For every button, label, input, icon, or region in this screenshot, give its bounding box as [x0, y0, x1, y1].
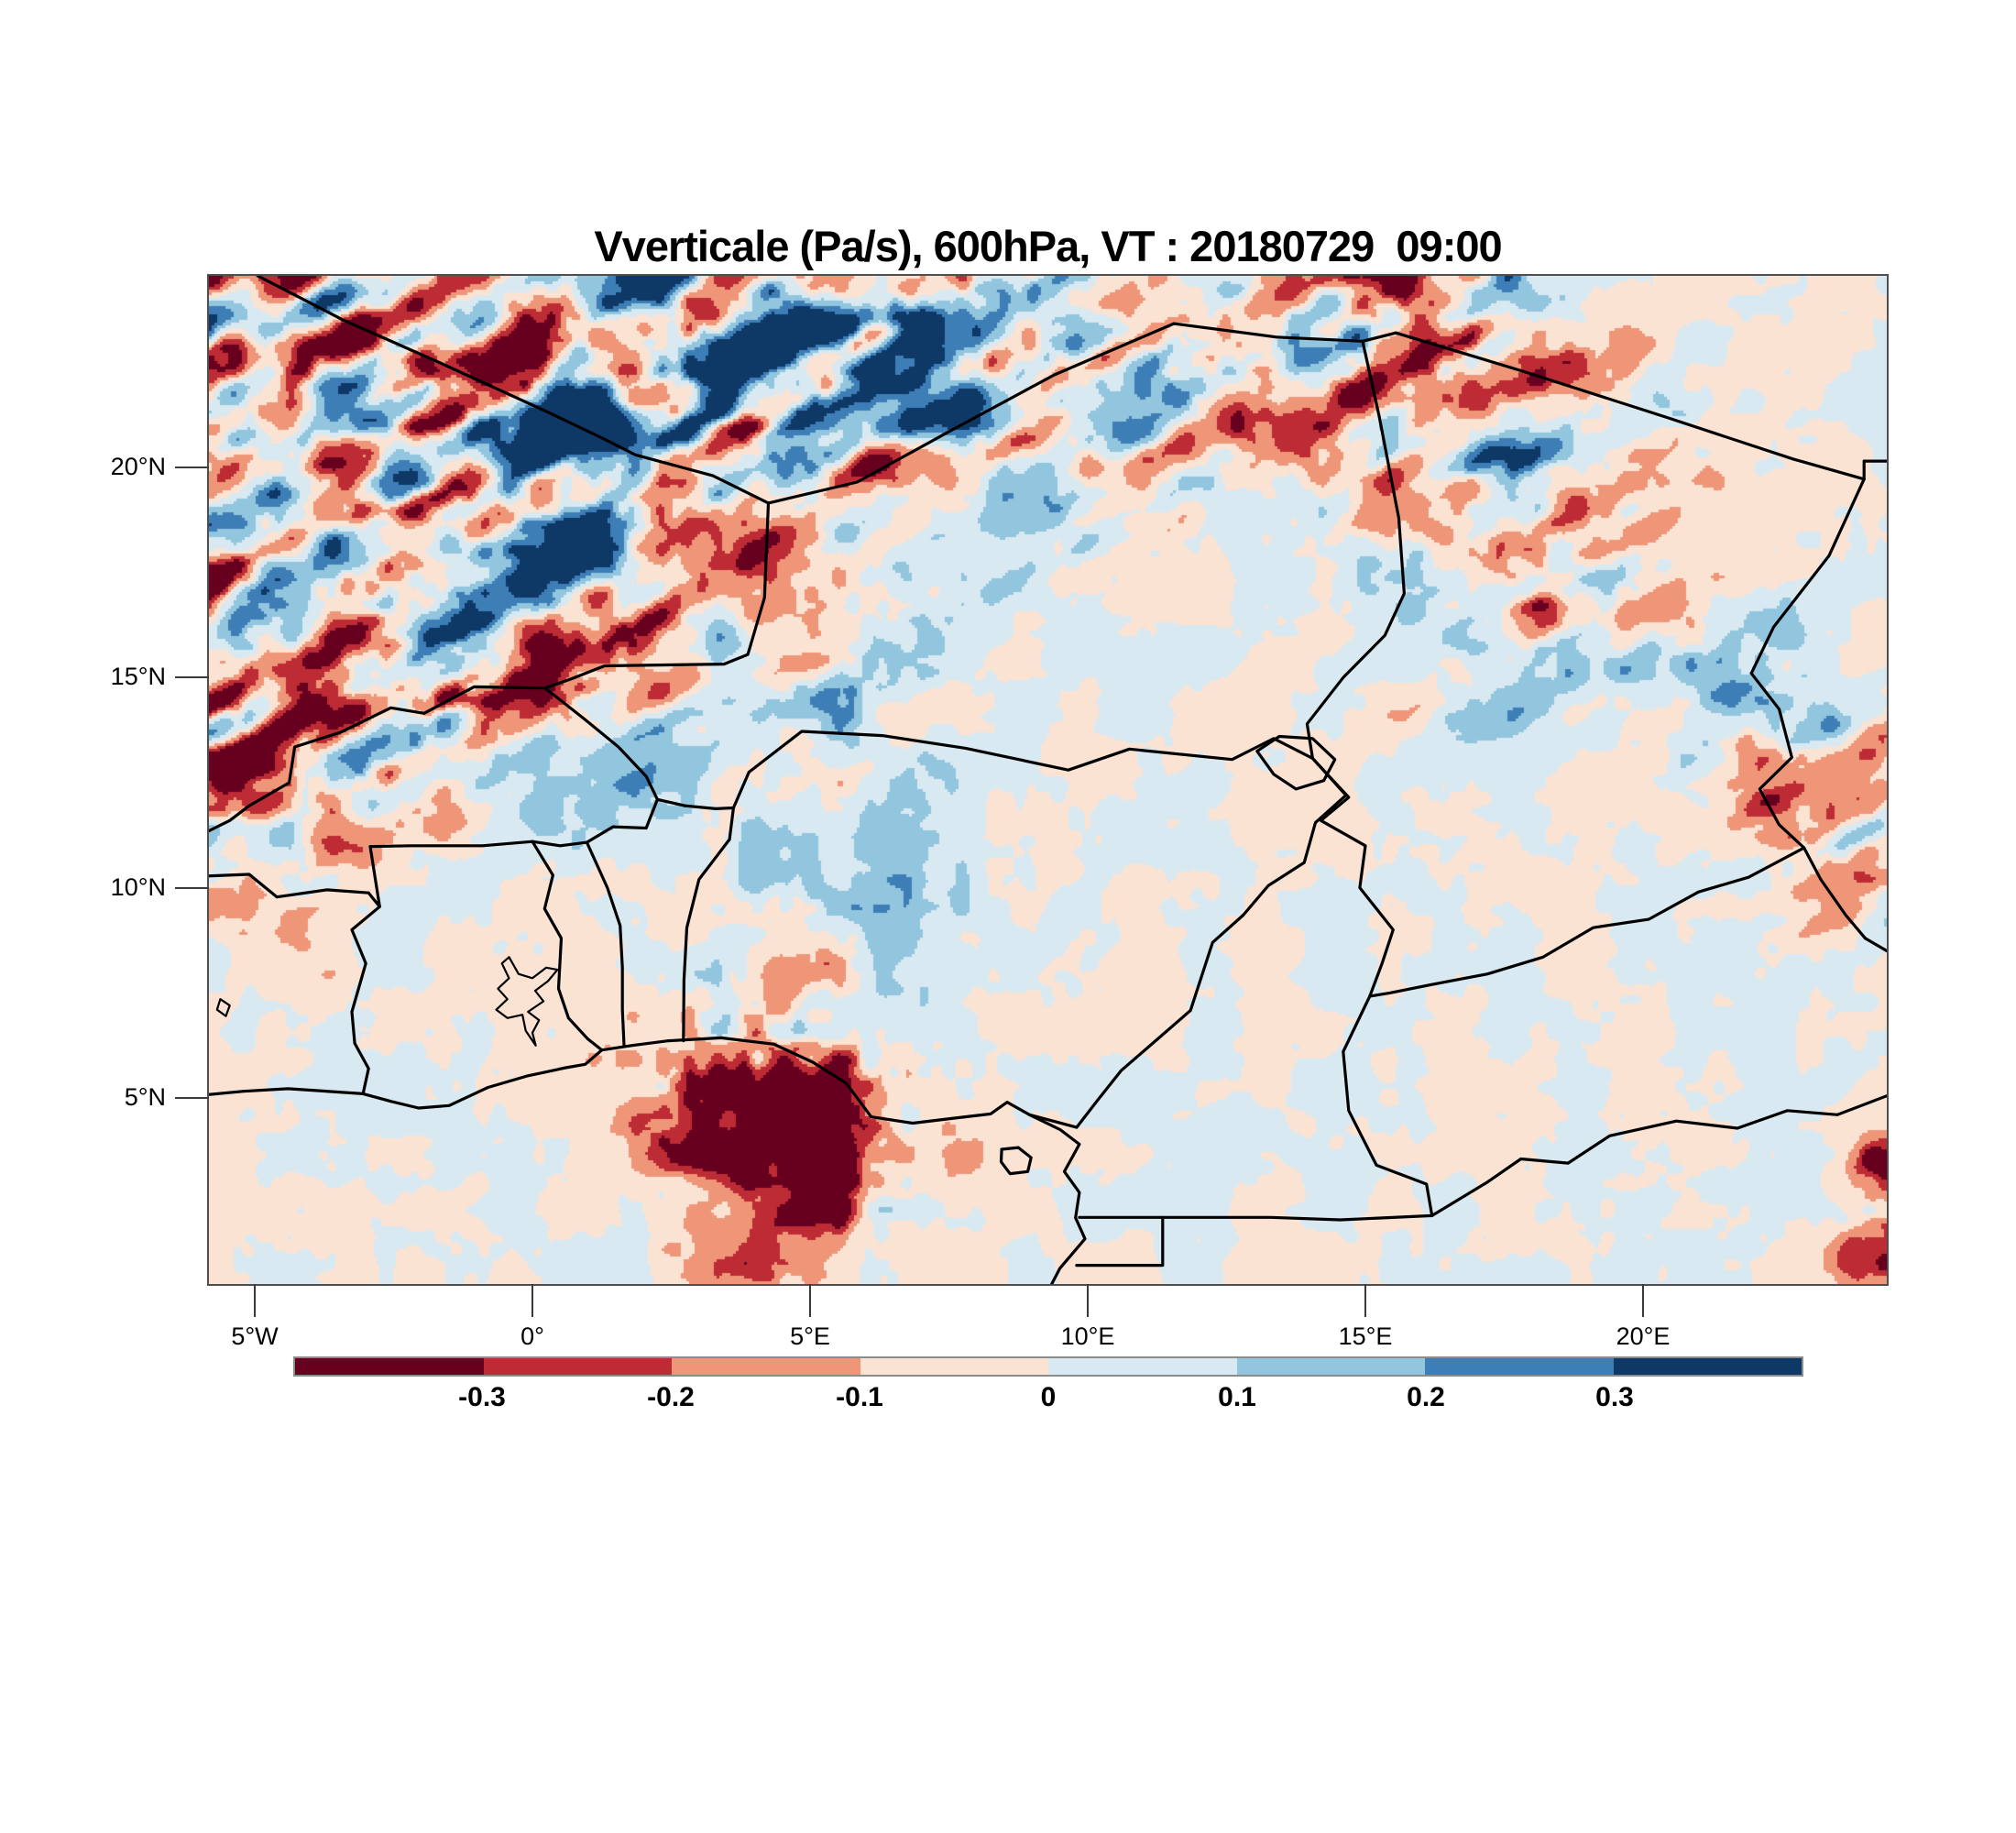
colorbar-tick-label: 0.1 [1218, 1382, 1256, 1412]
colorbar-segment [1613, 1358, 1802, 1375]
colorbar-segment [1048, 1358, 1237, 1375]
border-path [209, 873, 381, 908]
lon-tick-label: 5°E [790, 1323, 830, 1350]
map-plot [207, 274, 1889, 1286]
colorbar-segment [1425, 1358, 1614, 1375]
border-path [209, 1036, 1087, 1284]
border-path [531, 840, 604, 1052]
lon-tick-label: 20°E [1616, 1323, 1671, 1350]
figure-title: Vverticale (Pa/s), 600hPa, VT : 20180729… [594, 222, 1502, 270]
lat-tick [175, 676, 209, 679]
border-path [1172, 322, 1397, 343]
lon-tick-label: 0° [520, 1323, 544, 1350]
border-path [543, 501, 771, 690]
lon-tick [1642, 1284, 1644, 1317]
lon-tick [1087, 1284, 1089, 1317]
colorbar-segment [483, 1358, 672, 1375]
border-path [350, 845, 381, 1095]
border-path [1075, 1215, 1165, 1268]
border-path [1342, 994, 1434, 1217]
colorbar [293, 1356, 1803, 1377]
border-path [585, 840, 626, 1048]
colorbar-segment [672, 1358, 860, 1375]
border-path [682, 806, 735, 1043]
lat-tick-label: 10°N [110, 873, 166, 901]
border-path [1862, 459, 1887, 481]
lat-tick [175, 466, 209, 468]
lon-tick-label: 15°E [1338, 1323, 1393, 1350]
border-path [1368, 846, 1806, 998]
border-path [495, 956, 559, 1047]
colorbar-segment [295, 1358, 484, 1375]
colorbar-tick-label: 0.2 [1407, 1382, 1445, 1412]
colorbar-segment [860, 1358, 1048, 1375]
border-path [1255, 734, 1337, 791]
border-path [1394, 331, 1866, 481]
border-path [368, 797, 659, 849]
colorbar-tick-label: -0.2 [647, 1382, 695, 1412]
lat-tick-label: 20°N [110, 452, 166, 480]
lat-tick-label: 5°N [124, 1083, 166, 1111]
border-path [1078, 1213, 1434, 1222]
border-path [1863, 937, 1887, 953]
border-path [1305, 339, 1406, 760]
lon-tick-label: 10°E [1060, 1323, 1115, 1350]
border-path [1310, 756, 1395, 998]
border-path [684, 804, 735, 810]
lat-tick [175, 886, 209, 889]
lon-tick-label: 5°W [231, 1323, 279, 1350]
colorbar-segment [1236, 1358, 1425, 1375]
lon-tick [1364, 1284, 1366, 1317]
colorbar-tick-label: 0 [1040, 1382, 1057, 1412]
border-path [1749, 477, 1867, 940]
border-path [256, 276, 771, 505]
border-path [731, 730, 1314, 810]
border-path [209, 685, 547, 833]
lon-tick [531, 1284, 533, 1317]
field-canvas [209, 276, 1887, 1284]
lat-tick-label: 15°N [110, 663, 166, 691]
colorbar-tick-label: -0.1 [836, 1382, 883, 1412]
border-path [215, 998, 231, 1017]
border-path [543, 686, 687, 807]
country-borders-svg [209, 276, 1887, 1284]
border-path [1430, 1094, 1887, 1217]
lon-tick [254, 1284, 256, 1317]
border-path [1027, 756, 1348, 1129]
lat-tick [175, 1097, 209, 1099]
lon-tick [809, 1284, 811, 1317]
border-path [766, 322, 1176, 505]
colorbar-tick-label: -0.3 [458, 1382, 506, 1412]
colorbar-tick-label: 0.3 [1595, 1382, 1634, 1412]
border-path [999, 1146, 1033, 1176]
